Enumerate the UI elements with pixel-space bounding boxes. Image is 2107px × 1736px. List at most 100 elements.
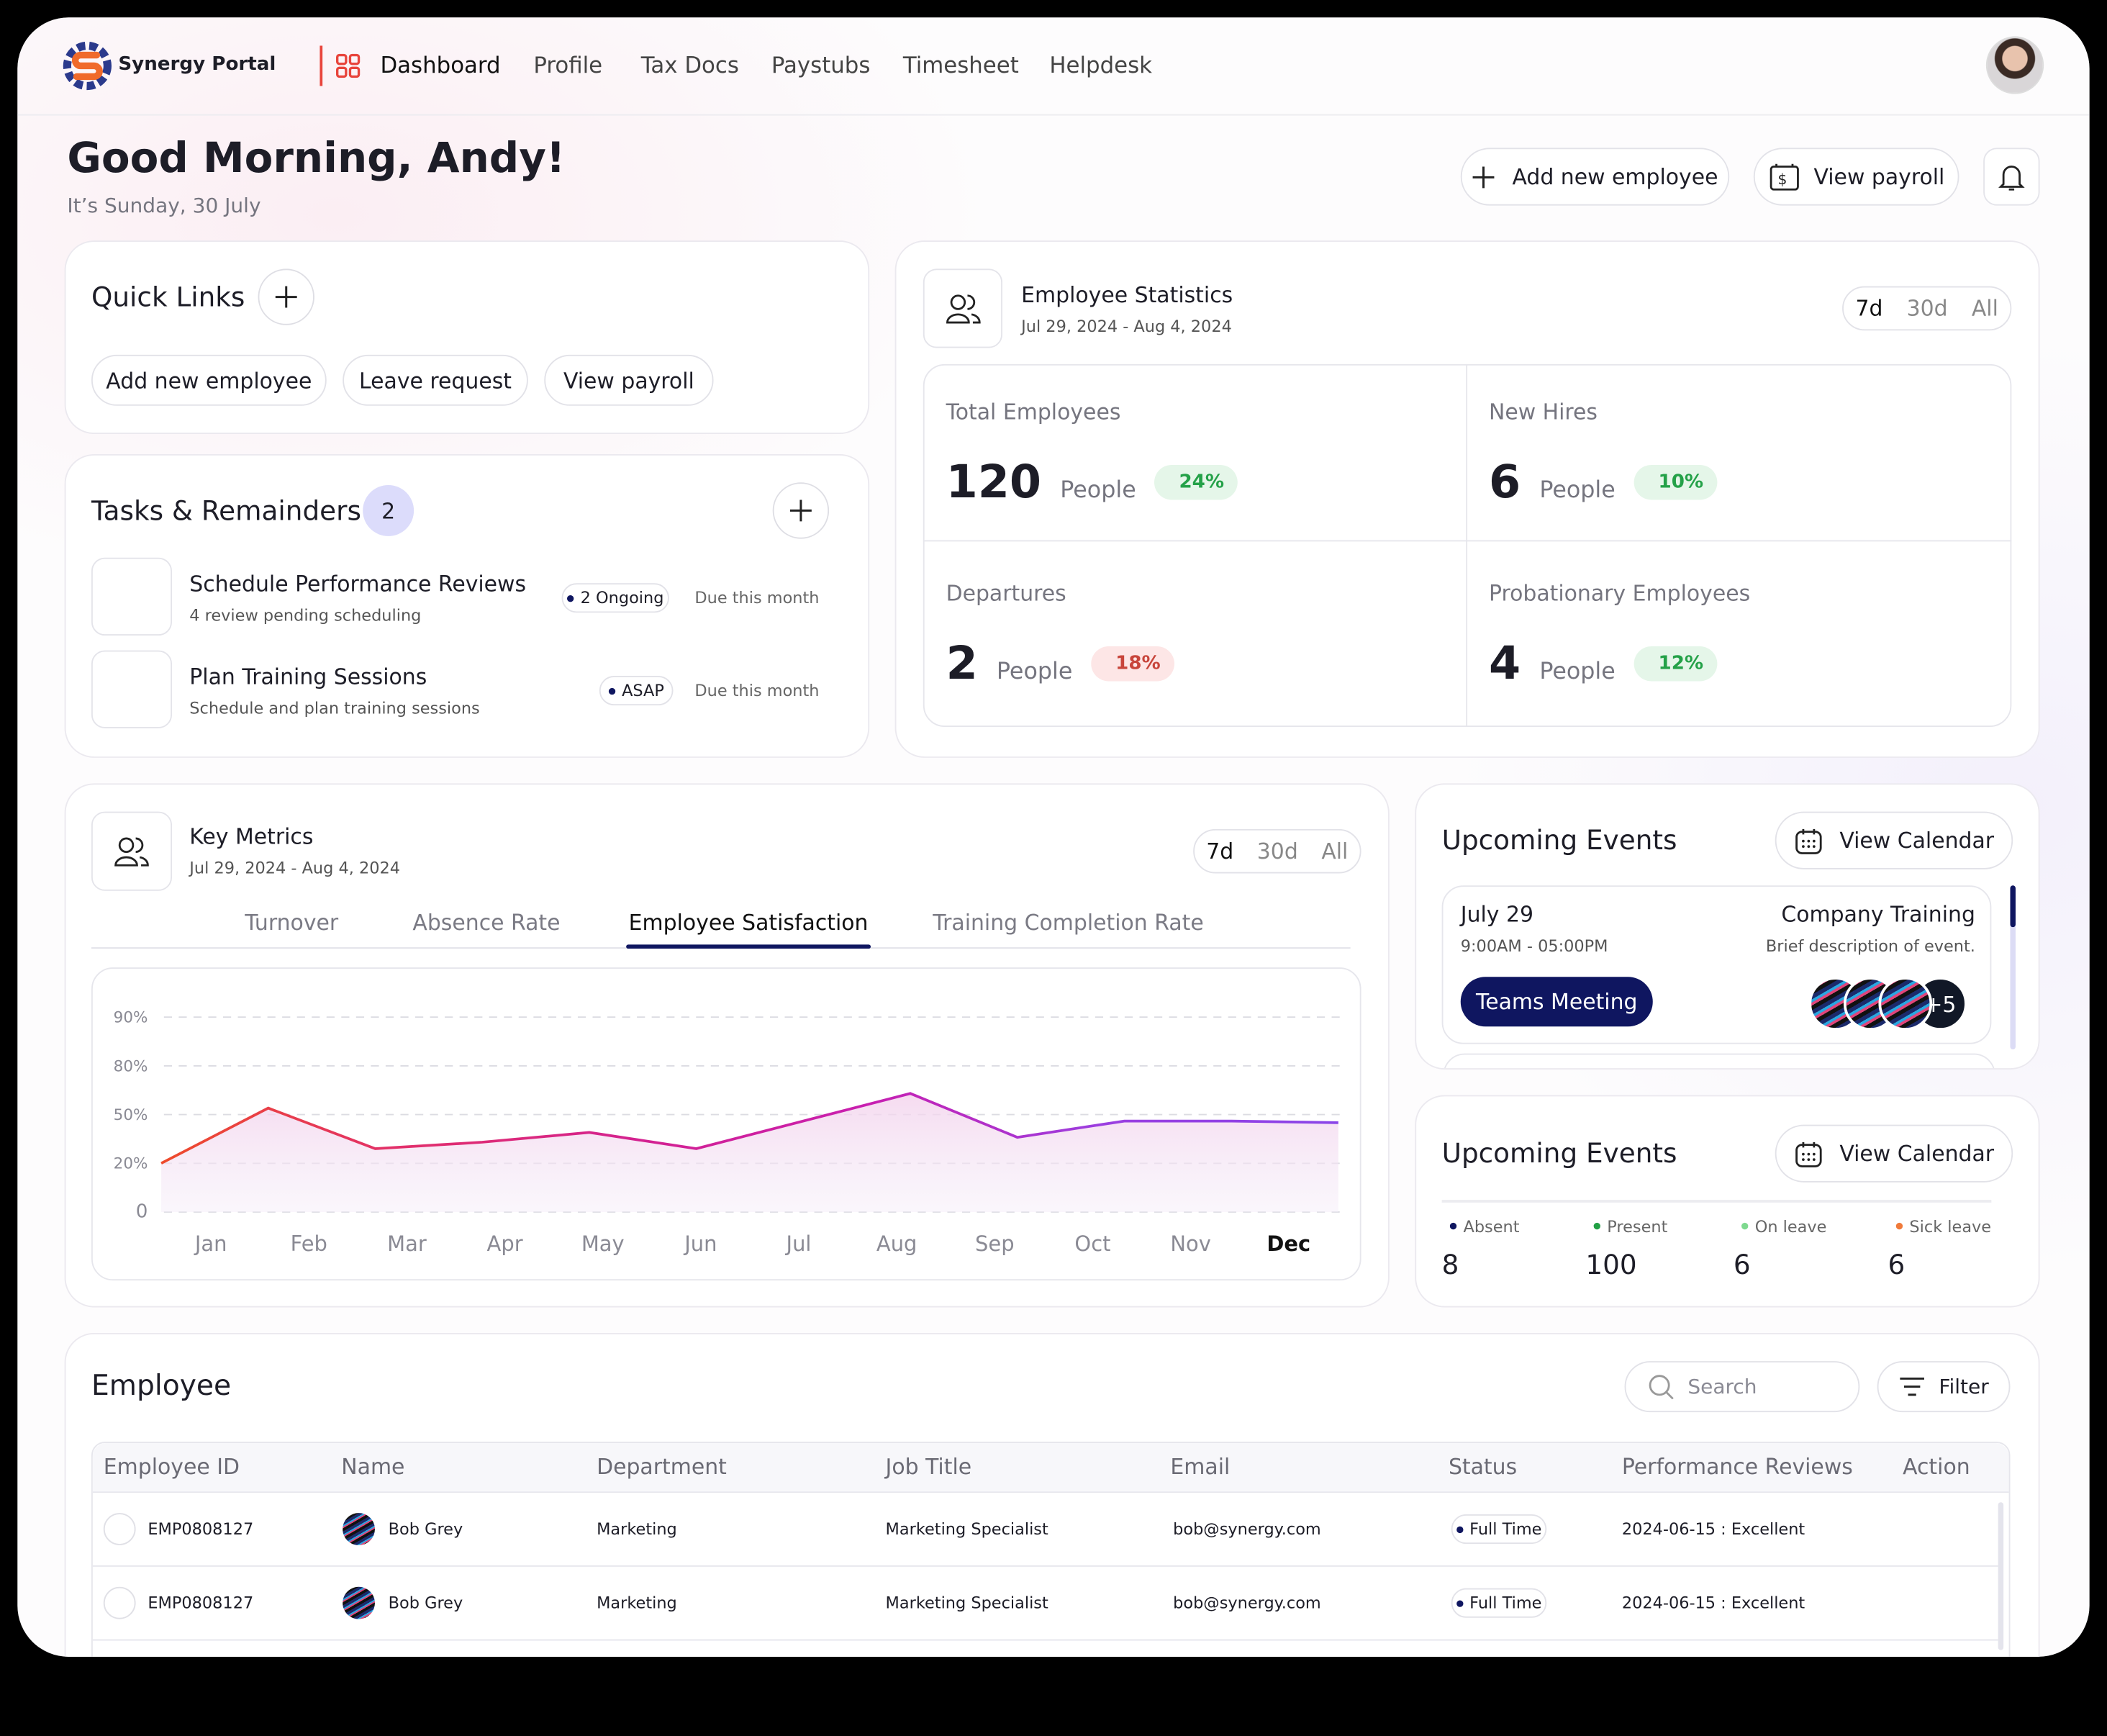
x-tick-label: Feb bbox=[291, 1231, 327, 1256]
range-option[interactable]: All bbox=[1321, 838, 1349, 864]
range-option[interactable]: 7d bbox=[1206, 838, 1234, 864]
range-option[interactable]: 30d bbox=[1906, 295, 1948, 322]
status-label: Full Time bbox=[1469, 1593, 1542, 1613]
metrics-icon bbox=[91, 811, 173, 891]
table-cell[interactable]: bob@synergy.com bbox=[1173, 1593, 1321, 1613]
greeting: Good Morning, Andy! bbox=[67, 134, 566, 183]
table-cell: Marketing Specialist bbox=[885, 1519, 1048, 1539]
task-title[interactable]: Schedule Performance Reviews bbox=[189, 571, 527, 597]
add-employee-button[interactable]: Add new employee bbox=[1460, 148, 1730, 206]
x-tick-label: May bbox=[581, 1231, 625, 1256]
table-scrollbar bbox=[1998, 1502, 2004, 1650]
tag-label: 2 Ongoing bbox=[580, 588, 664, 607]
table-cell: Marketing Specialist bbox=[885, 1593, 1048, 1613]
brand[interactable]: Synergy Portal bbox=[118, 53, 276, 76]
search-box[interactable]: Search bbox=[1624, 1361, 1860, 1413]
row-checkbox[interactable] bbox=[103, 1586, 136, 1619]
view-calendar-button[interactable]: View Calendar bbox=[1775, 1124, 2013, 1183]
column-header: Name bbox=[341, 1453, 405, 1480]
quick-link[interactable]: View payroll bbox=[544, 354, 714, 406]
change-label: 18% bbox=[1115, 653, 1161, 675]
stat-unit: People bbox=[1060, 476, 1136, 505]
table-cell: 2024-06-15 : Excellent bbox=[1621, 1519, 1805, 1539]
button-label: Filter bbox=[1939, 1374, 1989, 1399]
x-tick-label: Jan bbox=[194, 1231, 227, 1256]
filter-button[interactable]: Filter bbox=[1877, 1361, 2011, 1413]
event-title: Company Training bbox=[1781, 901, 1975, 928]
card-title: Upcoming Events bbox=[1441, 1136, 1677, 1170]
view-payroll-button[interactable]: $ View payroll bbox=[1753, 148, 1959, 206]
x-tick-label: Apr bbox=[487, 1231, 523, 1256]
range-option[interactable]: All bbox=[1971, 295, 1998, 322]
x-tick-label: Jun bbox=[683, 1231, 717, 1256]
event-date: July 29 bbox=[1460, 901, 1533, 928]
column-header: Performance Reviews bbox=[1621, 1453, 1853, 1480]
view-calendar-button[interactable]: View Calendar bbox=[1775, 811, 2013, 869]
dashboard-icon bbox=[336, 53, 361, 78]
metric-tab[interactable]: Absence Rate bbox=[412, 909, 561, 936]
stat-label: Departures bbox=[946, 580, 1066, 606]
quick-link[interactable]: Add new employee bbox=[91, 354, 327, 406]
column-header: Department bbox=[597, 1453, 727, 1480]
task-icon bbox=[91, 557, 173, 636]
scroll-thumb[interactable] bbox=[2010, 885, 2016, 928]
add-link-button[interactable] bbox=[258, 268, 314, 325]
range-option[interactable]: 30d bbox=[1256, 838, 1298, 864]
nav-item[interactable]: Paystubs bbox=[771, 52, 871, 78]
line bbox=[160, 1092, 1338, 1165]
task-tag: 2 Ongoing bbox=[561, 583, 669, 613]
nav-item[interactable]: Tax Docs bbox=[640, 52, 739, 78]
plus-icon bbox=[275, 286, 297, 308]
active-tab-underline bbox=[626, 944, 871, 949]
notifications-button[interactable] bbox=[1983, 148, 2040, 206]
add-task-button[interactable] bbox=[772, 482, 830, 539]
line-chart: 0 20% 50% 80% 90% Jan Feb Mar Apr May Jun Jul Aug Sep… bbox=[114, 1009, 1340, 1256]
stat-label: Probationary Employees bbox=[1488, 580, 1751, 606]
metric-tab[interactable]: Training Completion Rate bbox=[933, 909, 1204, 936]
stat-value: 6 bbox=[1733, 1248, 1751, 1281]
nav-item[interactable]: Helpdesk bbox=[1049, 52, 1153, 78]
legend-dot bbox=[1895, 1222, 1903, 1230]
task-title[interactable]: Plan Training Sessions bbox=[189, 664, 427, 690]
employee-avatar bbox=[343, 1513, 375, 1545]
row-checkbox[interactable] bbox=[103, 1513, 136, 1545]
stat-value: 120 bbox=[946, 455, 1042, 510]
metric-tab[interactable]: Turnover bbox=[245, 909, 339, 936]
date: It’s Sunday, 30 July bbox=[67, 193, 261, 218]
stat-value: 8 bbox=[1441, 1248, 1459, 1281]
date-range: Jul 29, 2024 - Aug 4, 2024 bbox=[189, 858, 400, 878]
x-tick-label: Jul bbox=[785, 1231, 812, 1256]
stat-value: 2 bbox=[946, 636, 978, 691]
nav-item[interactable]: Profile bbox=[533, 52, 603, 78]
column-header: Status bbox=[1448, 1453, 1518, 1480]
y-tick-label: 90% bbox=[114, 1009, 148, 1027]
user-avatar[interactable] bbox=[1985, 36, 2044, 94]
status-dot bbox=[1456, 1525, 1463, 1533]
range-option[interactable]: 7d bbox=[1855, 295, 1883, 322]
stat-label: Absent bbox=[1463, 1217, 1520, 1237]
button-label: View Calendar bbox=[1839, 828, 1995, 854]
table-cell[interactable]: bob@synergy.com bbox=[1173, 1519, 1321, 1539]
logo bbox=[63, 41, 112, 91]
nav-item[interactable]: Dashboard bbox=[380, 52, 501, 78]
x-tick-label: Sep bbox=[975, 1231, 1015, 1256]
quick-link[interactable]: Leave request bbox=[343, 354, 528, 406]
stat-change: 10% bbox=[1634, 464, 1717, 500]
search-icon bbox=[1649, 1375, 1674, 1400]
task-count: 2 bbox=[363, 484, 414, 536]
range-selector: 7d 30d All bbox=[1842, 286, 2012, 331]
row-divider bbox=[92, 1565, 1998, 1567]
stage: Synergy Portal Good Morning, Andy! It’s … bbox=[17, 17, 2090, 1657]
status-pill: Full Time bbox=[1451, 1514, 1547, 1545]
x-tick-label: Aug bbox=[876, 1231, 917, 1256]
x-tick-label: Dec bbox=[1267, 1231, 1310, 1256]
employee-avatar bbox=[343, 1586, 375, 1619]
stat-row: 6 People 10% bbox=[1489, 456, 1717, 510]
metric-tab[interactable]: Employee Satisfaction bbox=[628, 909, 869, 936]
people-icon bbox=[114, 836, 149, 866]
event-name[interactable]: Teams Meeting bbox=[1460, 977, 1653, 1027]
range-selector: 7d 30d All bbox=[1193, 828, 1361, 874]
tasks-card bbox=[64, 454, 870, 758]
tag-dot bbox=[566, 595, 574, 602]
nav-item[interactable]: Timesheet bbox=[902, 52, 1019, 78]
